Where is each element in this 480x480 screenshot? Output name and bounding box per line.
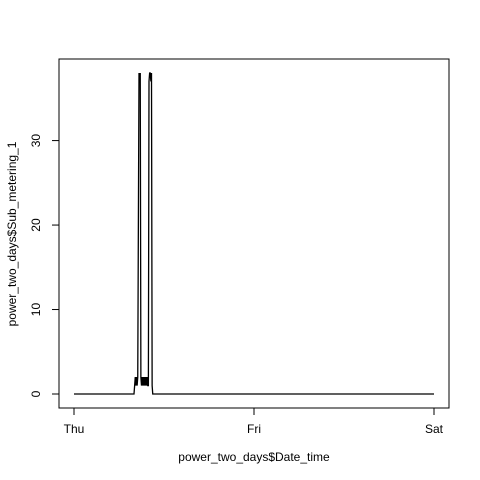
y-axis-label: power_two_days$Sub_metering_1 [5, 141, 19, 326]
x-axis: Thu Fri Sat [64, 407, 444, 436]
x-tick-label: Fri [247, 422, 261, 436]
y-tick-label: 30 [29, 134, 43, 148]
x-tick-label: Sat [425, 422, 444, 436]
x-axis-label: power_two_days$Date_time [178, 450, 330, 464]
y-tick-label: 0 [29, 390, 43, 397]
series-line-0 [74, 72, 434, 395]
y-tick-label: 10 [29, 303, 43, 317]
y-tick-label: 20 [29, 218, 43, 232]
x-tick-label: Thu [64, 422, 85, 436]
series-layer [74, 72, 434, 395]
y-axis: 0 10 20 30 [29, 134, 60, 397]
